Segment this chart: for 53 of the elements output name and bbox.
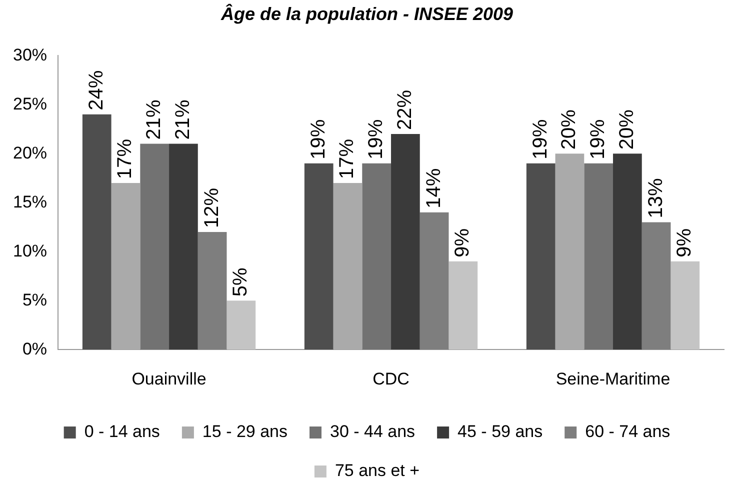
chart-title: Âge de la population - INSEE 2009 xyxy=(220,2,514,24)
data-label: 5% xyxy=(230,267,252,297)
data-label: 14% xyxy=(422,168,445,208)
bar xyxy=(226,300,256,350)
y-tick-label: 10% xyxy=(12,241,48,260)
bar xyxy=(613,154,642,350)
legend-label: 15 - 29 ans xyxy=(202,422,288,442)
data-label: 20% xyxy=(616,109,638,150)
bar xyxy=(304,163,334,350)
bar xyxy=(448,261,478,350)
x-tick-label: Ouainville xyxy=(132,369,206,388)
data-label: 13% xyxy=(644,178,667,218)
y-tick-label: 15% xyxy=(12,192,48,212)
bar xyxy=(391,134,420,350)
y-tick-label: 30% xyxy=(12,45,48,64)
data-label: 21% xyxy=(172,100,194,140)
y-tick-label: 0% xyxy=(22,339,48,358)
data-label: 19% xyxy=(307,119,330,160)
bar xyxy=(526,163,556,350)
legend-label: 45 - 59 ans xyxy=(458,422,543,442)
x-tick-label: CDC xyxy=(372,369,410,388)
data-label: 9% xyxy=(452,228,474,258)
y-tick-label: 20% xyxy=(12,143,48,162)
bar xyxy=(140,144,170,350)
legend-label: 60 - 74 ans xyxy=(585,422,670,442)
data-label: 20% xyxy=(558,109,580,150)
legend-label: 30 - 44 ans xyxy=(330,422,416,442)
data-label: 17% xyxy=(336,138,358,179)
data-label: 19% xyxy=(365,119,388,160)
bar xyxy=(642,222,671,350)
data-label: 22% xyxy=(394,90,416,130)
bar xyxy=(333,183,362,350)
y-tick-label: 25% xyxy=(12,94,48,114)
data-label: 17% xyxy=(114,138,136,179)
bar xyxy=(82,114,112,350)
data-label: 24% xyxy=(85,70,108,110)
bar xyxy=(111,183,140,350)
bar xyxy=(362,163,392,350)
y-tick-label: 5% xyxy=(22,290,48,310)
bar xyxy=(420,212,449,350)
x-tick-label: Seine-Maritime xyxy=(556,369,670,388)
data-label: 19% xyxy=(587,119,610,160)
data-label: 19% xyxy=(529,119,552,160)
bar xyxy=(169,144,198,350)
bar xyxy=(670,261,700,350)
bar xyxy=(555,154,584,350)
data-label: 12% xyxy=(200,188,223,228)
bar xyxy=(198,232,227,350)
data-label: 21% xyxy=(143,100,166,140)
data-label: 9% xyxy=(674,228,696,258)
legend-label: 0 - 14 ans xyxy=(84,422,160,442)
bar xyxy=(584,163,614,350)
legend-label: 75 ans et + xyxy=(334,461,420,480)
